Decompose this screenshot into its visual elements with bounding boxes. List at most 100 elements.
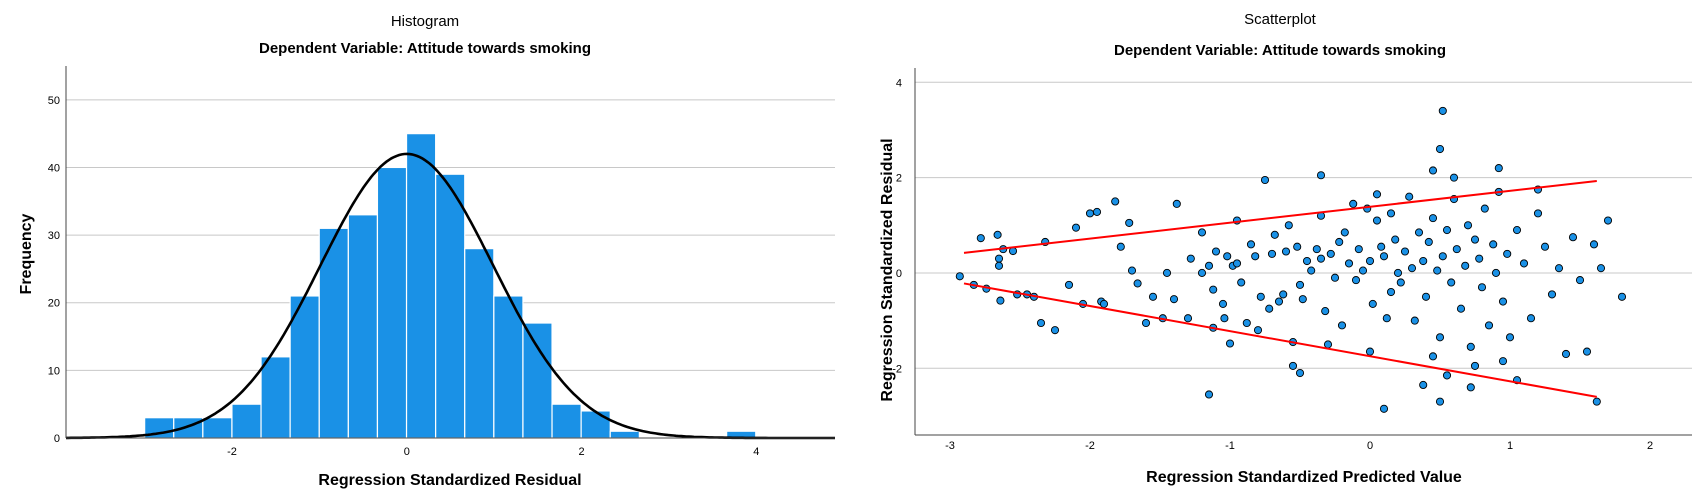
scatter-point (1260, 175, 1270, 185)
histogram-bar (551, 403, 582, 439)
histogram-y-tick-label: 20 (48, 298, 60, 310)
histogram-bar (231, 403, 262, 439)
scatter-point (1092, 207, 1102, 216)
scatterplot-x-tick-label: -2 (1085, 440, 1095, 452)
scatter-point (1125, 218, 1134, 227)
scatter-point (1316, 254, 1326, 263)
histogram-x-tick-label: 4 (753, 446, 759, 458)
scatterplot-x-tick-label: 0 (1367, 440, 1373, 452)
scatter-point (1447, 278, 1456, 287)
scatter-point (1391, 235, 1400, 244)
scatter-point (1368, 299, 1377, 308)
scatter-point (1596, 264, 1606, 273)
scatter-point (1484, 321, 1494, 330)
scatter-point (1575, 276, 1585, 285)
scatter-point (1519, 259, 1529, 268)
histogram-bar (289, 295, 320, 439)
histogram-bar (376, 166, 408, 439)
histogram-bar (260, 356, 291, 439)
scatter-point (1582, 347, 1592, 356)
histogram-y-tick-label: 10 (48, 365, 60, 377)
scatter-point (1365, 347, 1375, 356)
scatter-point (1316, 171, 1326, 180)
scatter-point (1428, 214, 1438, 223)
scatter-point (1386, 209, 1396, 218)
scatterplot-y-tick-label: -2 (892, 363, 902, 375)
scatter-point (1470, 235, 1480, 244)
scatter-point (1133, 279, 1142, 288)
scatter-point (994, 261, 1004, 270)
scatterplot-panel: Scatterplot Dependent Variable: Attitude… (850, 0, 1700, 496)
scatter-point (1617, 292, 1627, 301)
histogram-bar (405, 133, 437, 439)
scatter-point (1223, 252, 1232, 261)
scatter-point (1424, 237, 1433, 247)
scatter-point (1568, 233, 1578, 242)
scatter-point (1410, 316, 1419, 325)
scatter-point (1561, 349, 1571, 359)
scatterplot-chart: Scatterplot Dependent Variable: Attitude… (879, 11, 1692, 486)
scatter-point (1489, 240, 1498, 249)
scatterplot-y-axis-label: Regression Standardized Residual (879, 138, 896, 401)
histogram-bar (464, 248, 495, 439)
histogram-bar (522, 322, 553, 439)
scatter-point (1344, 259, 1354, 268)
scatter-point (1372, 216, 1382, 225)
scatter-point (1251, 252, 1260, 261)
scatter-point (1382, 314, 1391, 323)
scatter-point (1449, 173, 1459, 182)
scatter-point (1172, 199, 1181, 208)
scatter-point (1503, 249, 1512, 258)
scatter-point (1547, 290, 1557, 299)
scatter-point (1414, 228, 1424, 237)
scatter-point (1433, 266, 1442, 275)
scatter-point (1071, 223, 1081, 232)
scatter-point (1456, 304, 1466, 313)
scatter-point (1099, 299, 1109, 308)
scatter-point (1204, 390, 1214, 399)
scatter-point (1284, 221, 1293, 230)
scatterplot-x-tick-label: -1 (1225, 440, 1235, 452)
scatter-point (1295, 280, 1305, 289)
scatter-point (1480, 204, 1489, 213)
scatter-point (1466, 342, 1475, 351)
scatter-point (1225, 339, 1235, 348)
scatter-point (1452, 245, 1461, 254)
scatter-point (1491, 268, 1501, 277)
scatter-point (1526, 314, 1536, 323)
scatterplot-x-tick-label: 1 (1507, 440, 1513, 452)
scatter-point (1335, 237, 1344, 247)
scatter-point (1442, 226, 1452, 235)
scatter-point (1354, 245, 1363, 254)
histogram-bar (609, 430, 640, 439)
histogram-x-tick-label: 0 (404, 446, 410, 458)
scatter-point (1267, 249, 1277, 258)
histogram-chart: Histogram Dependent Variable: Attitude t… (18, 13, 835, 489)
scatter-point (1349, 199, 1358, 208)
scatter-point (1498, 357, 1508, 366)
scatter-point (1351, 276, 1361, 285)
normal-curve (66, 152, 835, 440)
scatter-point (1365, 256, 1375, 266)
scatter-point (1337, 321, 1347, 330)
scatterplot-title: Scatterplot (1244, 11, 1317, 28)
scatter-point (1377, 242, 1386, 251)
scatter-point (1186, 254, 1195, 263)
scatter-point (1312, 245, 1321, 254)
scatter-point (1428, 166, 1438, 175)
scatter-point (1589, 240, 1599, 249)
scatter-point (1323, 340, 1333, 349)
scatter-point (1442, 371, 1452, 380)
scatter-point (1302, 256, 1312, 266)
scatterplot-y-tick-label: 4 (896, 77, 902, 89)
scatter-point (1127, 266, 1137, 275)
scatter-point (1461, 261, 1470, 270)
scatter-point (1321, 307, 1330, 316)
scatter-point (1256, 292, 1265, 301)
scatter-point (1293, 242, 1302, 251)
scatter-point (1400, 247, 1410, 256)
scatter-point (1603, 216, 1613, 225)
histogram-bar (580, 410, 611, 439)
scatter-point (1407, 264, 1417, 273)
scatter-point (1330, 273, 1340, 282)
